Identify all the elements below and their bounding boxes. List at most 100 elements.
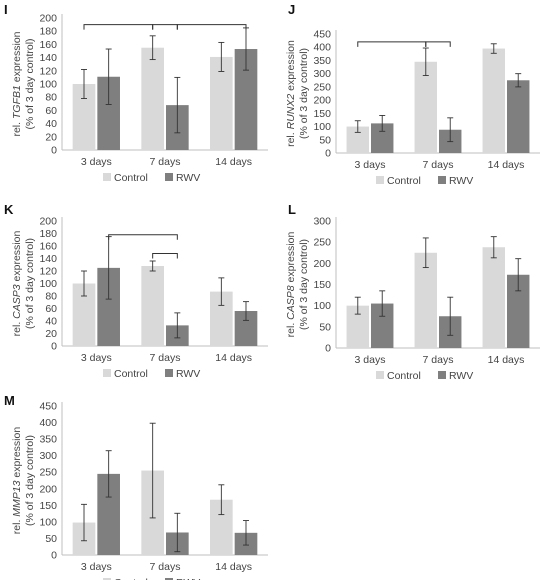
bar-control-3 [482, 247, 505, 348]
y-tick-label: 140 [39, 253, 57, 265]
y-tick-label: 100 [39, 278, 57, 290]
bar-control-2 [141, 47, 164, 151]
bar-rwv-1 [371, 303, 394, 348]
x-category-label: 14 days [488, 354, 525, 366]
legend-swatch-control [376, 371, 384, 379]
y-tick-label: 50 [319, 134, 331, 146]
bar-control-3 [482, 48, 505, 153]
bar-control-1 [346, 126, 369, 153]
y-tick-label: 0 [51, 341, 57, 353]
bar-control-1 [72, 84, 96, 150]
y-tick-label: 160 [39, 39, 57, 51]
legend-label-control: Control [114, 577, 148, 580]
panel-letter: K [4, 202, 14, 217]
legend-swatch-rwv [165, 578, 173, 580]
y-tick-label: 200 [39, 13, 57, 25]
x-category-label: 3 days [355, 159, 386, 171]
bar-control-2 [414, 252, 437, 348]
x-category-label: 14 days [215, 561, 252, 573]
y-axis-label: rel. MMP13 expression(% of 3 day control… [11, 427, 36, 535]
x-category-label: 7 days [150, 561, 181, 573]
y-tick-label: 20 [45, 328, 57, 340]
y-tick-label: 150 [313, 108, 331, 120]
significance-bracket [357, 41, 427, 47]
significance-bracket [83, 24, 154, 30]
y-tick-label: 100 [313, 121, 331, 133]
x-category-label: 7 days [150, 352, 181, 364]
significance-bracket [152, 24, 178, 30]
y-tick-label: 150 [39, 500, 57, 512]
bar-control-1 [72, 283, 96, 346]
y-tick-label: 200 [39, 216, 57, 228]
x-category-label: 3 days [81, 156, 112, 168]
y-tick-label: 40 [45, 316, 57, 328]
y-tick-label: 0 [325, 343, 331, 355]
legend-swatch-rwv [165, 173, 173, 181]
legend-label-control: Control [387, 370, 421, 382]
bar-control-3 [210, 291, 233, 346]
bar-rwv-3 [234, 49, 258, 150]
y-tick-label: 200 [313, 95, 331, 107]
legend-label-rwv: RWV [449, 175, 473, 187]
legend-label-rwv: RWV [176, 577, 200, 580]
y-tick-label: 200 [39, 483, 57, 495]
y-tick-label: 300 [39, 450, 57, 462]
legend-swatch-rwv [438, 371, 446, 379]
bar-control-3 [210, 56, 233, 150]
legend-swatch-rwv [165, 369, 173, 377]
x-category-label: 3 days [81, 561, 112, 573]
x-category-label: 14 days [215, 352, 252, 364]
y-tick-label: 100 [313, 300, 331, 312]
bar-rwv-3 [507, 274, 530, 348]
panel-letter: I [4, 2, 8, 17]
legend-swatch-rwv [438, 176, 446, 184]
legend-swatch-control [103, 578, 111, 580]
legend-label-control: Control [387, 175, 421, 187]
y-tick-label: 0 [325, 148, 331, 160]
y-tick-label: 250 [313, 81, 331, 93]
bar-rwv-1 [97, 76, 120, 150]
significance-bracket [425, 41, 451, 47]
y-axis-label: rel. TGFB1 expression(% of 3 day control… [11, 31, 36, 136]
bar-rwv-3 [234, 311, 258, 346]
y-tick-label: 160 [39, 241, 57, 253]
legend-label-rwv: RWV [449, 370, 473, 382]
y-tick-label: 80 [45, 92, 57, 104]
y-tick-label: 0 [51, 550, 57, 562]
y-tick-label: 450 [313, 29, 331, 41]
panel-M: M 0 50 100 150 200 250 300 350 400 450 3 days 7 days… [4, 393, 268, 580]
y-tick-label: 250 [313, 237, 331, 249]
y-tick-label: 80 [45, 291, 57, 303]
y-tick-label: 20 [45, 131, 57, 143]
legend-swatch-control [376, 176, 384, 184]
x-category-label: 7 days [423, 354, 454, 366]
y-tick-label: 450 [39, 401, 57, 413]
x-category-label: 7 days [423, 159, 454, 171]
significance-bracket [108, 234, 178, 240]
y-tick-label: 50 [45, 533, 57, 545]
x-category-label: 14 days [215, 156, 252, 168]
panel-letter: L [288, 202, 296, 217]
y-tick-label: 300 [313, 68, 331, 80]
bar-control-2 [141, 266, 164, 346]
y-axis-label: rel. RUNX2 expression(% of 3 day control… [285, 40, 310, 147]
y-axis-label: rel. CASP8 expression(% of 3 day control… [285, 232, 310, 338]
y-tick-label: 40 [45, 118, 57, 130]
y-tick-label: 0 [51, 145, 57, 157]
bar-rwv-1 [97, 473, 120, 555]
bar-control-3 [210, 499, 233, 555]
y-tick-label: 180 [39, 26, 57, 38]
significance-bracket [176, 24, 247, 30]
y-tick-label: 300 [313, 216, 331, 228]
x-category-label: 3 days [81, 352, 112, 364]
legend-swatch-control [103, 173, 111, 181]
y-tick-label: 60 [45, 303, 57, 315]
y-tick-label: 100 [39, 79, 57, 91]
significance-bracket [152, 253, 178, 259]
y-tick-label: 50 [319, 321, 331, 333]
y-tick-label: 350 [313, 55, 331, 67]
panel-L: L 0 50 100 150 200 250 300 3 days 7 days 14 days Co… [285, 202, 540, 382]
y-tick-label: 120 [39, 266, 57, 278]
